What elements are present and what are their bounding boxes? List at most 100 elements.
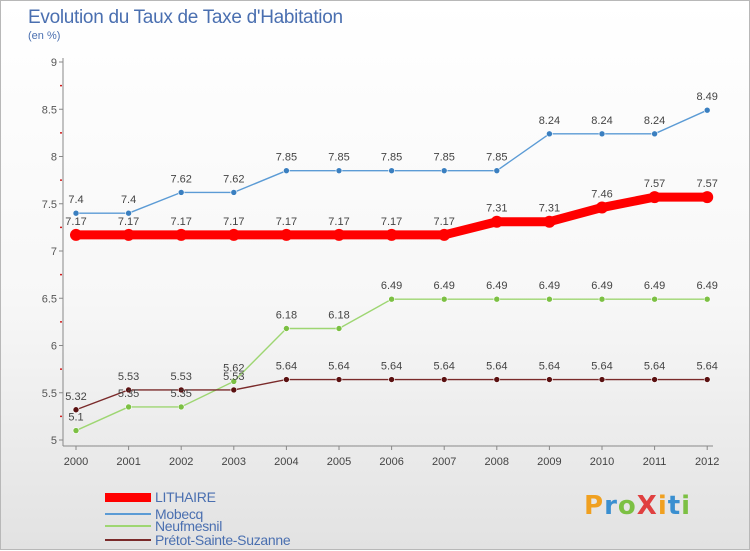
data-label: 5.64 (276, 361, 297, 373)
x-tick-label: 2000 (64, 456, 88, 468)
data-label: 7.17 (433, 216, 454, 228)
data-point (175, 228, 188, 241)
data-point (493, 376, 501, 383)
data-point (70, 228, 82, 241)
y-tick-label: 5.5 (42, 388, 57, 400)
data-label: 7.85 (328, 152, 349, 164)
data-point (335, 325, 343, 332)
x-tick-label: 2012 (695, 456, 719, 468)
data-label: 7.85 (486, 152, 507, 164)
logo-letter: i (681, 491, 692, 521)
data-point (493, 295, 501, 303)
data-label: 7.85 (276, 152, 297, 164)
legend-swatch (105, 513, 151, 515)
data-label: 6.49 (696, 280, 717, 292)
data-label: 6.49 (381, 280, 402, 292)
data-label: 5.35 (170, 388, 191, 400)
data-label: 5.53 (170, 371, 191, 383)
data-label: 5.62 (223, 362, 244, 374)
data-point (546, 376, 553, 383)
x-tick-label: 2011 (643, 456, 667, 468)
logo-letter: t (667, 491, 682, 521)
data-point (280, 228, 293, 241)
data-point (651, 376, 658, 383)
data-label: 7.17 (276, 216, 297, 228)
legend-label: Mobecq (155, 506, 204, 522)
data-point (283, 325, 290, 332)
data-point (546, 130, 553, 138)
legend-item: Mobecq (105, 506, 204, 522)
data-label: 5.32 (65, 391, 86, 403)
data-label: 6.49 (644, 280, 665, 292)
data-label: 5.1 (68, 412, 83, 424)
legend-swatch (105, 525, 151, 527)
data-label: 7.4 (121, 194, 136, 206)
logo-letter: P (584, 491, 605, 521)
data-point (493, 167, 501, 174)
y-tick-label: 6 (51, 341, 57, 353)
legend-swatch (105, 492, 151, 502)
data-label: 7.85 (433, 152, 454, 164)
data-point (333, 228, 345, 241)
data-point (388, 376, 395, 383)
data-point (177, 386, 185, 394)
x-tick-label: 2007 (432, 456, 456, 468)
data-point (177, 189, 185, 196)
data-label: 6.49 (433, 280, 454, 292)
data-point (335, 167, 343, 174)
data-point (125, 403, 132, 411)
y-tick-label: 7.5 (42, 199, 57, 211)
x-tick-label: 2006 (379, 456, 403, 468)
data-point (438, 228, 451, 241)
x-tick-label: 2002 (169, 456, 193, 468)
data-label: 6.49 (591, 280, 612, 292)
legend-label: Prétot-Sainte-Suzanne (155, 532, 291, 548)
data-point (388, 295, 395, 303)
data-label: 7.17 (328, 216, 349, 228)
data-point (227, 228, 240, 241)
data-label: 5.53 (223, 371, 244, 383)
x-tick-label: 2004 (274, 456, 298, 468)
x-tick-label: 2009 (537, 456, 561, 468)
unit-label: (en %) (28, 30, 61, 42)
data-label: 7.85 (381, 152, 402, 164)
data-point (283, 376, 290, 383)
data-label: 8.49 (696, 91, 717, 103)
data-point (701, 191, 714, 204)
data-point (230, 378, 238, 385)
data-label: 7.57 (696, 178, 717, 190)
data-label: 7.17 (65, 216, 86, 228)
data-point (703, 376, 711, 383)
x-tick-label: 2001 (116, 456, 140, 468)
legend-item: Prétot-Sainte-Suzanne (105, 532, 291, 548)
y-tick-label: 8 (51, 152, 57, 164)
data-label: 7.62 (223, 173, 244, 185)
data-point (72, 406, 80, 414)
data-label: 5.64 (591, 361, 612, 373)
x-tick-label: 2003 (222, 456, 246, 468)
data-label: 5.64 (696, 361, 717, 373)
y-tick-label: 5 (51, 435, 57, 447)
legend-swatch (105, 539, 151, 541)
data-label: 8.24 (539, 115, 560, 127)
data-point (72, 209, 80, 217)
chart-title: Evolution du Taux de Taxe d'Habitation (28, 7, 343, 28)
data-point (703, 295, 711, 303)
data-label: 7.17 (381, 216, 402, 228)
logo-letter: r (604, 491, 618, 521)
data-point (703, 106, 711, 114)
x-tick-label: 2008 (485, 456, 509, 468)
data-point (543, 215, 556, 228)
data-point (651, 130, 658, 138)
data-label: 5.64 (328, 361, 349, 373)
data-point (440, 295, 448, 303)
logo-letter: i (657, 491, 668, 521)
data-point (177, 403, 185, 411)
legend-label: LITHAIRE (155, 489, 216, 505)
data-point (335, 376, 343, 383)
data-point (596, 201, 608, 214)
data-point (651, 295, 658, 303)
data-label: 5.64 (644, 361, 665, 373)
